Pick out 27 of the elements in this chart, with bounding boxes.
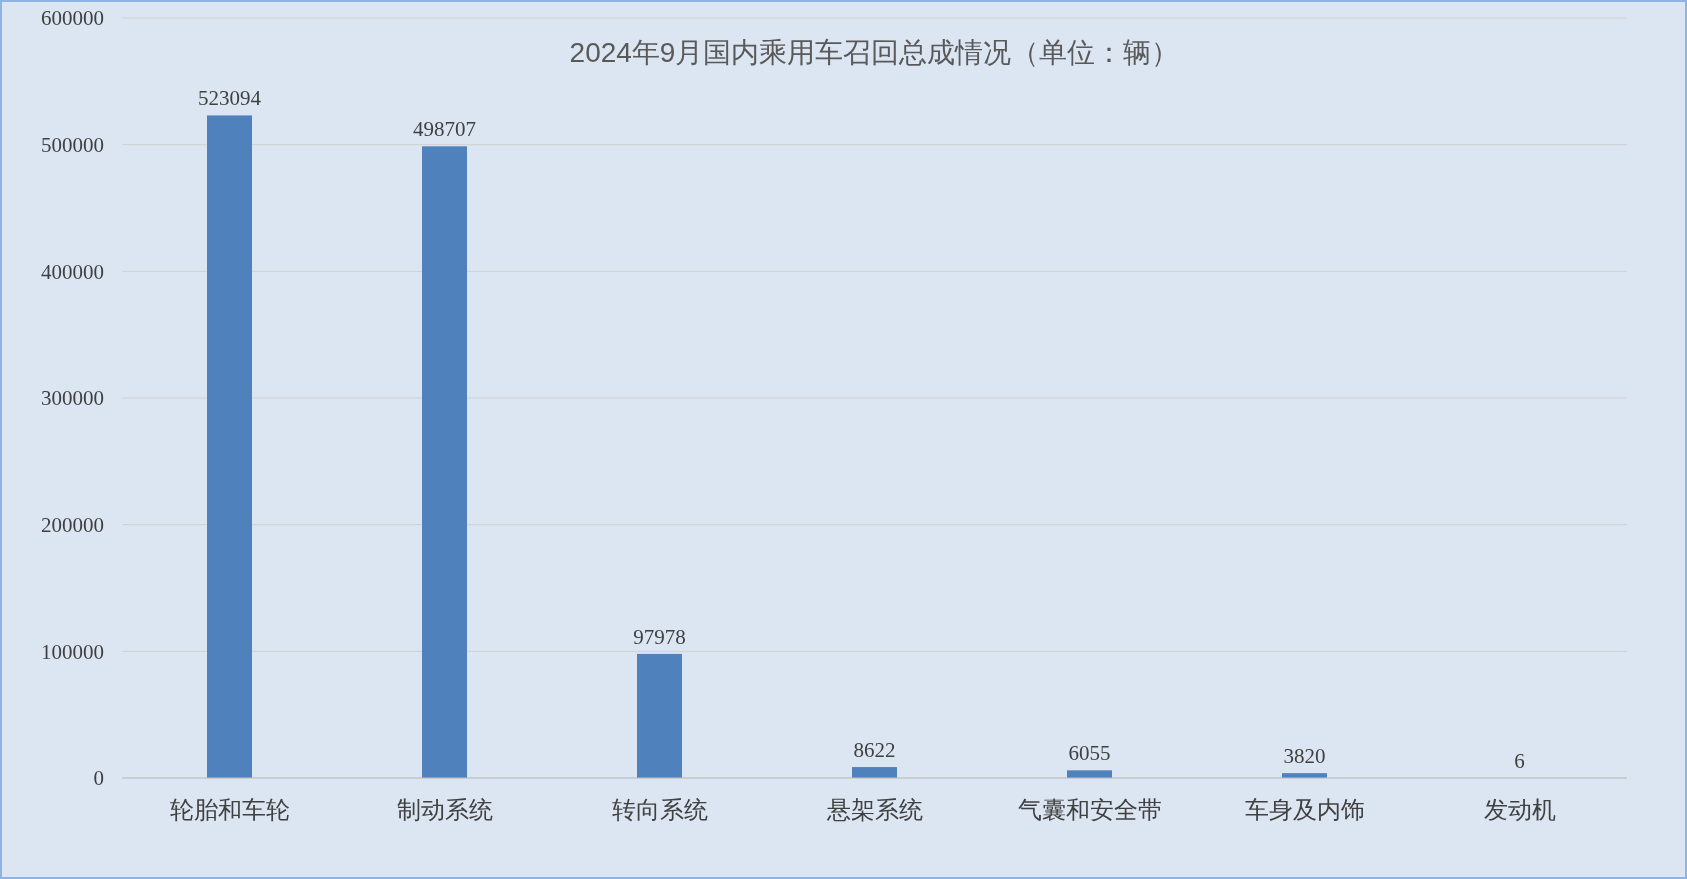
data-label: 8622 [853,738,896,763]
x-tick-label: 轮胎和车轮 [169,796,290,823]
x-tick-label: 气囊和安全带 [1017,796,1162,823]
y-tick-label: 0 [93,766,104,791]
y-tick-label: 400000 [41,259,104,284]
x-tick-label: 悬架系统 [825,796,923,823]
data-label: 6 [1514,748,1525,773]
bar [422,146,467,778]
bar [207,115,252,778]
y-tick-label: 500000 [41,133,104,158]
y-tick-label: 300000 [41,386,104,411]
bar [637,653,682,778]
x-tick-label: 制动系统 [396,796,493,823]
bar [1067,770,1112,778]
data-label: 97978 [633,624,686,649]
text: 2024年9月国内乘用车召回总成情况（单位：辆） [569,37,1180,68]
x-tick-label: 发动机 [1483,796,1556,823]
data-label: 6055 [1068,741,1111,766]
x-tick-label: 车身及内饰 [1244,796,1365,823]
x-tick-label: 转向系统 [611,796,708,823]
bar [852,767,897,778]
y-tick-label: 100000 [41,639,104,664]
y-tick-label: 600000 [41,6,104,31]
data-label: 523094 [198,86,262,111]
y-tick-label: 200000 [41,513,104,538]
data-label: 498707 [413,117,476,142]
data-label: 3820 [1283,744,1326,769]
